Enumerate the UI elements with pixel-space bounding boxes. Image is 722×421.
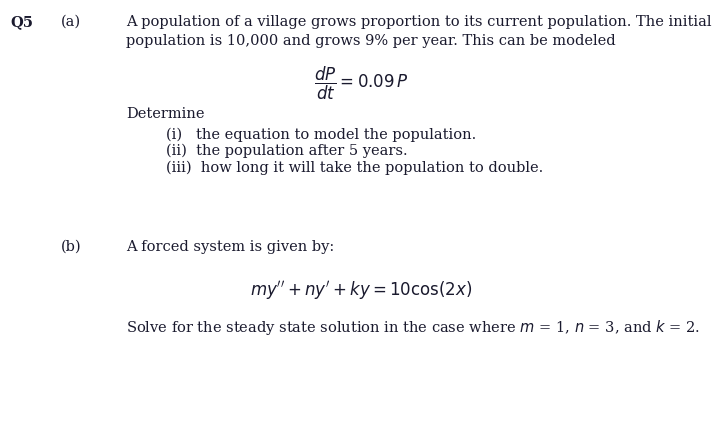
Text: (iii)  how long it will take the population to double.: (iii) how long it will take the populati… [166, 161, 544, 175]
Text: A population of a village grows proportion to its current population. The initia: A population of a village grows proporti… [126, 15, 712, 29]
Text: Determine: Determine [126, 107, 205, 121]
Text: (ii)  the population after 5 years.: (ii) the population after 5 years. [166, 144, 408, 158]
Text: $\dfrac{dP}{dt} = 0.09\,P$: $\dfrac{dP}{dt} = 0.09\,P$ [313, 65, 409, 102]
Text: Q5: Q5 [10, 15, 33, 29]
Text: (a): (a) [61, 15, 82, 29]
Text: A forced system is given by:: A forced system is given by: [126, 240, 334, 254]
Text: population is 10,000 and grows 9% per year. This can be modeled: population is 10,000 and grows 9% per ye… [126, 34, 616, 48]
Text: (i)   the equation to model the population.: (i) the equation to model the population… [166, 127, 477, 141]
Text: Solve for the steady state solution in the case where $m$ = 1, $n$ = 3, and $k$ : Solve for the steady state solution in t… [126, 318, 700, 337]
Text: (b): (b) [61, 240, 82, 254]
Text: $my'' + ny' + ky = 10\cos(2x)$: $my'' + ny' + ky = 10\cos(2x)$ [250, 279, 472, 302]
